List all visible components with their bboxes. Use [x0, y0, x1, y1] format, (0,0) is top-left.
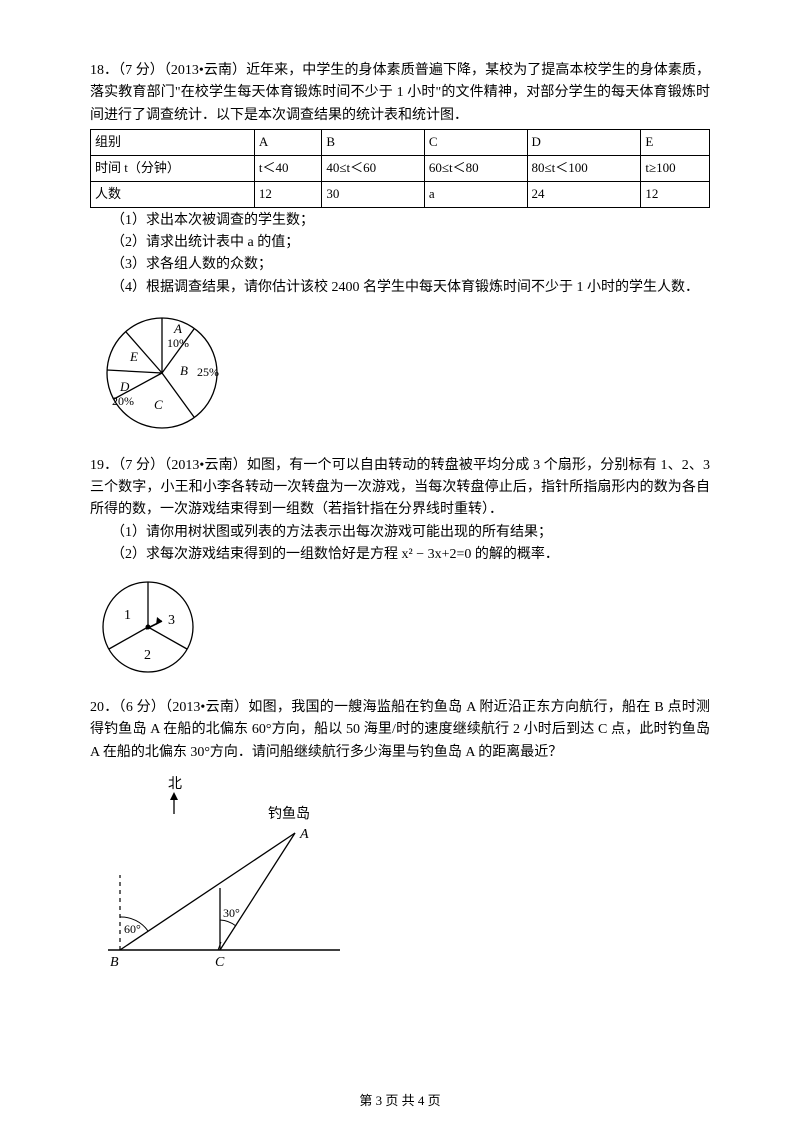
q18-item1: （1）求出本次被调查的学生数； — [111, 210, 710, 232]
pie-label-Bpct: 25% — [197, 365, 219, 379]
q18-item4: （4）根据调查结果，请你估计该校 2400 名学生中每天体育锻炼时间不少于 1 … — [111, 277, 710, 299]
spinner-label-1: 1 — [124, 608, 131, 623]
cell: A — [254, 130, 321, 156]
island-label: 钓鱼岛 — [268, 805, 310, 822]
cell: 80≤t＜100 — [527, 155, 641, 181]
spinner-label-3: 3 — [168, 613, 175, 628]
q18-intro: 18．（7 分）（2013•云南）近年来，中学生的身体素质普遍下降，某校为了提高… — [90, 60, 710, 127]
cell: C — [424, 130, 527, 156]
cell: 时间 t（分钟） — [91, 155, 255, 181]
cell: 组别 — [91, 130, 255, 156]
angle-60: 60° — [124, 922, 141, 936]
spinner-label-2: 2 — [144, 648, 151, 663]
q18-pie-chart: A 10% B 25% C D 20% E — [90, 305, 710, 448]
q19-item1: （1）请你用树状图或列表的方法表示出每次游戏可能出现的所有结果； — [111, 522, 710, 544]
page: 18．（7 分）（2013•云南）近年来，中学生的身体素质普遍下降，某校为了提高… — [0, 0, 800, 1132]
cell: t＜40 — [254, 155, 321, 181]
cell: t≥100 — [641, 155, 710, 181]
pie-label-B: B — [180, 363, 188, 378]
table-row: 时间 t（分钟） t＜40 40≤t＜60 60≤t＜80 80≤t＜100 t… — [91, 155, 710, 181]
cell: 人数 — [91, 181, 255, 207]
cell: 30 — [322, 181, 425, 207]
north-label: 北 — [168, 776, 182, 792]
q19-intro: 19．（7 分）（2013•云南）如图，有一个可以自由转动的转盘被平均分成 3 … — [90, 455, 710, 522]
pie-label-C: C — [154, 397, 163, 412]
table-row: 组别 A B C D E — [91, 130, 710, 156]
table-row: 人数 12 30 a 24 12 — [91, 181, 710, 207]
q19-item2: （2）求每次游戏结束得到的一组数恰好是方程 x² − 3x+2=0 的解的概率． — [111, 544, 710, 566]
pie-label-A: A — [173, 321, 182, 336]
angle-30: 30° — [223, 906, 240, 920]
cell: 40≤t＜60 — [322, 155, 425, 181]
q18-item3: （3）求各组人数的众数； — [111, 254, 710, 276]
q20-intro: 20．（6 分）（2013•云南）如图，我国的一艘海监船在钓鱼岛 A 附近沿正东… — [90, 697, 710, 764]
point-B: B — [110, 955, 119, 970]
cell: 24 — [527, 181, 641, 207]
cell: D — [527, 130, 641, 156]
q19-spinner: 1 3 2 — [90, 572, 710, 690]
q18-item2: （2）请求出统计表中 a 的值； — [111, 232, 710, 254]
cell: B — [322, 130, 425, 156]
pie-label-D: D — [119, 379, 130, 394]
cell: 12 — [254, 181, 321, 207]
point-C: C — [215, 955, 225, 970]
cell: E — [641, 130, 710, 156]
cell: 12 — [641, 181, 710, 207]
q20-diagram: 北 钓鱼岛 A 60° 30° B C — [90, 770, 710, 988]
q18-table: 组别 A B C D E 时间 t（分钟） t＜40 40≤t＜60 60≤t＜… — [90, 129, 710, 207]
point-A: A — [299, 827, 309, 842]
pie-label-E: E — [129, 349, 138, 364]
cell: a — [424, 181, 527, 207]
pie-label-Apct: 10% — [167, 336, 189, 350]
page-footer: 第 3 页 共 4 页 — [0, 1091, 800, 1112]
pie-label-Dpct: 20% — [112, 394, 134, 408]
cell: 60≤t＜80 — [424, 155, 527, 181]
